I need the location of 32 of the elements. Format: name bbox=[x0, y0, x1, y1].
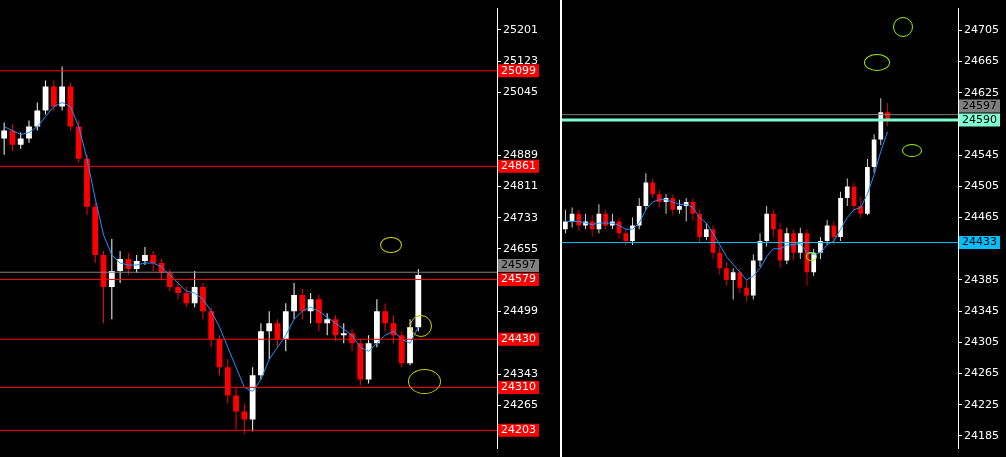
ref-line-label: 24861 bbox=[501, 159, 536, 173]
y-tick-label: 24305 bbox=[964, 335, 999, 349]
ref-line-label: 24590 bbox=[962, 112, 997, 126]
y-tick-label: 24225 bbox=[964, 397, 999, 411]
y-tick-label: 24545 bbox=[964, 148, 999, 162]
y-tick-label: 24265 bbox=[503, 398, 538, 412]
y-tick-label: 24811 bbox=[503, 179, 538, 193]
y-tick-label: 25045 bbox=[503, 85, 538, 99]
y-tick-label: 24343 bbox=[503, 367, 538, 381]
ref-line-label: 24430 bbox=[501, 332, 536, 346]
y-tick-label: 24185 bbox=[964, 428, 999, 442]
ref-line-label: 24597 bbox=[962, 98, 997, 112]
y-tick-label: 24625 bbox=[964, 85, 999, 99]
y-tick-label: 24665 bbox=[964, 54, 999, 68]
y-tick-label: 24265 bbox=[964, 366, 999, 380]
ref-line-label: 24433 bbox=[962, 235, 997, 249]
y-tick-label: 24655 bbox=[503, 241, 538, 255]
y-tick-label: 24705 bbox=[964, 23, 999, 37]
ref-line-label: 25099 bbox=[501, 63, 536, 77]
y-tick-label: 24733 bbox=[503, 210, 538, 224]
y-tick-label: 24889 bbox=[503, 147, 538, 161]
candlestick bbox=[730, 268, 736, 300]
y-tick-label: 24465 bbox=[964, 210, 999, 224]
ref-line-label: 24203 bbox=[501, 423, 536, 437]
y-tick-label: 25201 bbox=[503, 22, 538, 36]
ref-line-label: 24579 bbox=[501, 272, 536, 286]
y-tick-label: 24345 bbox=[964, 304, 999, 318]
y-tick-label: 24385 bbox=[964, 272, 999, 286]
y-tick-label: 24499 bbox=[503, 304, 538, 318]
ref-line-label: 24310 bbox=[501, 380, 536, 394]
ref-line-label: 24597 bbox=[501, 258, 536, 272]
y-tick-label: 24505 bbox=[964, 179, 999, 193]
